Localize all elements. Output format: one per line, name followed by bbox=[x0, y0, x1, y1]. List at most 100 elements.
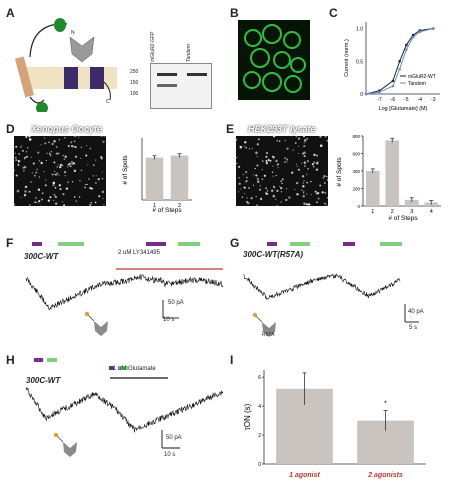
spot bbox=[101, 177, 104, 180]
scale-x-h: 10 s bbox=[164, 452, 176, 458]
spot bbox=[294, 188, 296, 191]
receptor-cartoon bbox=[94, 321, 108, 336]
spot bbox=[295, 136, 298, 138]
spot bbox=[267, 159, 270, 161]
category-label: 1 agonist bbox=[289, 472, 320, 479]
spot bbox=[100, 156, 103, 159]
spot bbox=[95, 175, 97, 177]
spot bbox=[272, 185, 275, 187]
spot bbox=[92, 164, 95, 166]
spot bbox=[89, 203, 92, 207]
spot bbox=[101, 190, 105, 194]
current-trace bbox=[25, 386, 224, 433]
spot bbox=[261, 169, 263, 171]
spot bbox=[85, 183, 87, 186]
spot bbox=[80, 169, 83, 172]
spot bbox=[281, 182, 283, 185]
spot bbox=[58, 184, 61, 187]
data-point bbox=[391, 84, 395, 88]
bar bbox=[404, 199, 419, 206]
spot bbox=[75, 200, 77, 202]
spot bbox=[248, 148, 251, 150]
spot bbox=[256, 204, 259, 207]
spot bbox=[307, 167, 309, 170]
spot bbox=[288, 196, 291, 199]
data-point bbox=[398, 59, 401, 63]
spot bbox=[52, 181, 56, 185]
spot bbox=[302, 195, 305, 198]
spot bbox=[15, 159, 18, 162]
x-axis-label: Log [Glutamate] (M) bbox=[379, 106, 428, 112]
spot bbox=[18, 153, 21, 155]
spot bbox=[323, 182, 326, 184]
spot bbox=[54, 186, 57, 189]
panel-label-c: C bbox=[329, 6, 338, 20]
spot bbox=[257, 180, 260, 183]
spot bbox=[14, 156, 17, 159]
spot bbox=[261, 178, 264, 180]
spot bbox=[43, 171, 45, 173]
spot bbox=[103, 135, 105, 137]
spot bbox=[20, 197, 22, 199]
data-point bbox=[418, 30, 422, 34]
spot bbox=[319, 135, 322, 138]
spot bbox=[73, 145, 76, 148]
spot bbox=[256, 143, 259, 146]
spot bbox=[243, 145, 245, 147]
spot bbox=[80, 157, 82, 159]
receptor-cartoon bbox=[63, 442, 77, 457]
spot bbox=[68, 162, 71, 166]
tether-line bbox=[255, 315, 263, 323]
spot bbox=[303, 165, 306, 167]
spot bbox=[57, 152, 60, 155]
spot bbox=[238, 191, 240, 193]
spot bbox=[271, 155, 274, 157]
spot bbox=[322, 177, 324, 179]
spot bbox=[72, 162, 76, 165]
y-axis-label: # of Spots bbox=[336, 157, 343, 187]
spot bbox=[78, 136, 80, 138]
spot bbox=[49, 196, 52, 199]
spot bbox=[100, 135, 103, 137]
y-tick-label: 0 bbox=[360, 92, 363, 98]
fluorescence-image bbox=[238, 20, 310, 100]
stimulus-purple bbox=[109, 366, 114, 370]
stimulus-purple bbox=[32, 242, 42, 246]
spot bbox=[276, 204, 278, 206]
spot bbox=[251, 147, 254, 150]
spot bbox=[36, 169, 38, 171]
spot bbox=[283, 160, 287, 164]
spot bbox=[276, 189, 279, 193]
x-axis-label: # of Steps bbox=[388, 215, 418, 222]
data-point bbox=[391, 79, 395, 83]
spot bbox=[59, 188, 62, 191]
spot bbox=[303, 151, 306, 155]
blot-lane-1: mGluR2-GFP bbox=[150, 31, 156, 62]
y-axis-label: # of Spots bbox=[122, 155, 129, 185]
oocyte-spot-image bbox=[13, 135, 106, 207]
construct-h: 300C-WT bbox=[26, 376, 61, 385]
spot bbox=[54, 195, 57, 198]
spot bbox=[280, 180, 283, 182]
receptor-cartoon bbox=[262, 322, 276, 337]
legend-tandem: Tandem bbox=[408, 81, 426, 87]
spot bbox=[62, 154, 65, 157]
spot bbox=[56, 166, 58, 168]
spot bbox=[310, 180, 312, 183]
drug-label-h: 1 uM Glutamate bbox=[113, 366, 156, 372]
panel-label-g: G bbox=[230, 236, 240, 250]
spot bbox=[279, 185, 281, 187]
spot bbox=[316, 201, 318, 204]
spot bbox=[28, 138, 31, 140]
spot bbox=[265, 159, 268, 163]
spot bbox=[32, 162, 35, 165]
spot bbox=[303, 139, 307, 142]
spot bbox=[25, 185, 28, 188]
scale-y-g: 40 pA bbox=[408, 309, 424, 315]
spot bbox=[79, 179, 81, 182]
spot bbox=[65, 187, 69, 190]
spot bbox=[37, 151, 40, 154]
spot bbox=[62, 201, 64, 203]
spot bbox=[265, 161, 269, 165]
